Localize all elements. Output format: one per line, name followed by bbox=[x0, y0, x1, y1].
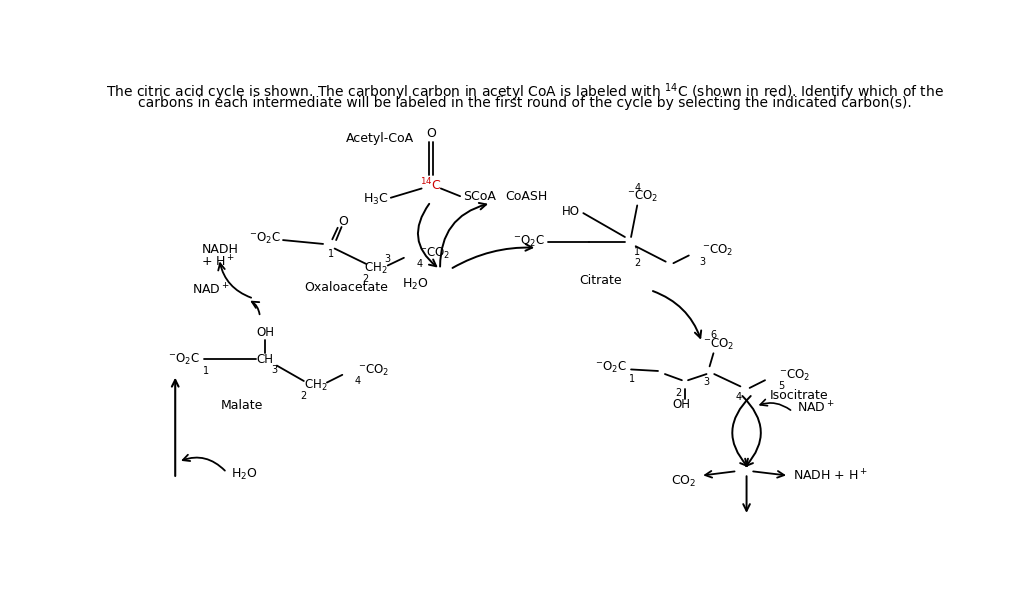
Text: NADH + H$^+$: NADH + H$^+$ bbox=[793, 468, 867, 484]
Text: Oxaloacetate: Oxaloacetate bbox=[304, 282, 388, 294]
Text: CH: CH bbox=[257, 353, 273, 366]
Text: Isocitrate: Isocitrate bbox=[770, 389, 828, 402]
Text: OH: OH bbox=[256, 326, 274, 339]
Text: 4: 4 bbox=[416, 259, 422, 269]
Text: $^{-}$CO$_2$: $^{-}$CO$_2$ bbox=[779, 368, 810, 383]
Text: 1: 1 bbox=[328, 249, 334, 259]
Text: HO: HO bbox=[562, 205, 581, 218]
Text: $^{-}$O$_2$C: $^{-}$O$_2$C bbox=[595, 359, 628, 375]
Text: 4: 4 bbox=[736, 392, 742, 402]
Text: SCoA: SCoA bbox=[463, 190, 496, 203]
Text: NADH: NADH bbox=[202, 243, 239, 256]
Text: + H$^+$: + H$^+$ bbox=[202, 254, 236, 269]
Text: CO$_2$: CO$_2$ bbox=[671, 474, 696, 489]
Text: 2: 2 bbox=[362, 273, 369, 283]
Text: $^{-}$O$_2$C: $^{-}$O$_2$C bbox=[168, 352, 200, 367]
Text: O: O bbox=[426, 127, 436, 140]
Text: $^{-}$CO$_2$: $^{-}$CO$_2$ bbox=[701, 243, 733, 259]
Text: CH$_2$: CH$_2$ bbox=[364, 261, 387, 276]
Text: H$_2$O: H$_2$O bbox=[230, 468, 257, 482]
Text: 3: 3 bbox=[271, 365, 278, 375]
Text: $^{-}$CO$_2$: $^{-}$CO$_2$ bbox=[627, 188, 658, 204]
Text: 6: 6 bbox=[711, 330, 717, 340]
Text: H$_2$O: H$_2$O bbox=[402, 277, 429, 292]
Text: $^{-}$O$_2$C: $^{-}$O$_2$C bbox=[513, 234, 545, 249]
Text: 1: 1 bbox=[203, 366, 209, 376]
Text: carbons in each intermediate will be labeled in the first round of the cycle by : carbons in each intermediate will be lab… bbox=[138, 96, 911, 110]
Text: CoASH: CoASH bbox=[506, 190, 548, 203]
Text: $^{-}$CO$_2$: $^{-}$CO$_2$ bbox=[703, 336, 734, 352]
Text: O: O bbox=[338, 215, 348, 228]
Text: 2: 2 bbox=[634, 258, 640, 268]
Text: $^{14}$C: $^{14}$C bbox=[420, 176, 441, 193]
Text: 4: 4 bbox=[354, 376, 360, 386]
Text: $^{-}$O$_2$C: $^{-}$O$_2$C bbox=[249, 231, 281, 246]
Text: Acetyl-CoA: Acetyl-CoA bbox=[346, 132, 415, 145]
Text: The citric acid cycle is shown. The carbonyl carbon in acetyl CoA is labeled wit: The citric acid cycle is shown. The carb… bbox=[105, 81, 944, 103]
Text: NAD$^+$: NAD$^+$ bbox=[193, 283, 230, 298]
Text: Citrate: Citrate bbox=[579, 274, 622, 287]
Text: H$_3$C: H$_3$C bbox=[362, 192, 388, 207]
Text: 3: 3 bbox=[385, 254, 391, 264]
Text: 1: 1 bbox=[634, 247, 640, 257]
Text: CH$_2$: CH$_2$ bbox=[303, 378, 327, 393]
Text: 4: 4 bbox=[634, 183, 640, 193]
Text: 5: 5 bbox=[778, 382, 784, 391]
Text: 3: 3 bbox=[703, 377, 710, 387]
Text: 3: 3 bbox=[699, 257, 706, 267]
Text: 2: 2 bbox=[301, 391, 307, 401]
Text: OH: OH bbox=[672, 398, 690, 411]
Text: Malate: Malate bbox=[221, 399, 263, 412]
Text: $^{-}$CO$_2$: $^{-}$CO$_2$ bbox=[357, 363, 389, 378]
Text: 1: 1 bbox=[629, 373, 635, 383]
Text: $^{-}$CO$_2$: $^{-}$CO$_2$ bbox=[419, 246, 451, 261]
Text: 2: 2 bbox=[676, 388, 682, 398]
Text: NAD$^+$: NAD$^+$ bbox=[797, 401, 835, 416]
